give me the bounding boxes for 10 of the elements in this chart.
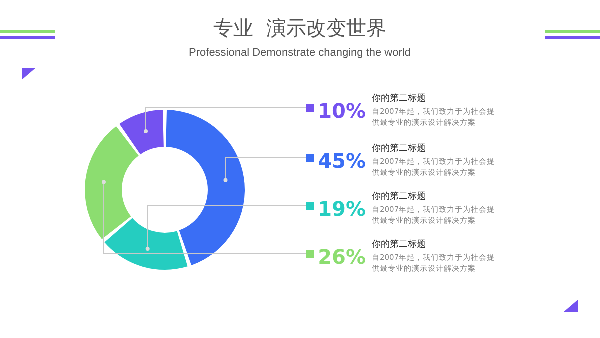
data-label: 26%	[318, 245, 366, 269]
slice-label: 你的第二标题	[372, 143, 426, 154]
chart-subtitle: Professional Demonstrate changing the world	[189, 47, 411, 59]
data-label: 10%	[318, 99, 366, 123]
data-label: 19%	[318, 197, 366, 221]
slice-label: 你的第二标题	[372, 239, 426, 250]
slice-label: 你的第二标题	[372, 191, 426, 202]
chart-title: 专业 演示改变世界	[214, 16, 386, 40]
slice-label: 你的第二标题	[372, 93, 426, 104]
data-label: 45%	[318, 149, 366, 173]
